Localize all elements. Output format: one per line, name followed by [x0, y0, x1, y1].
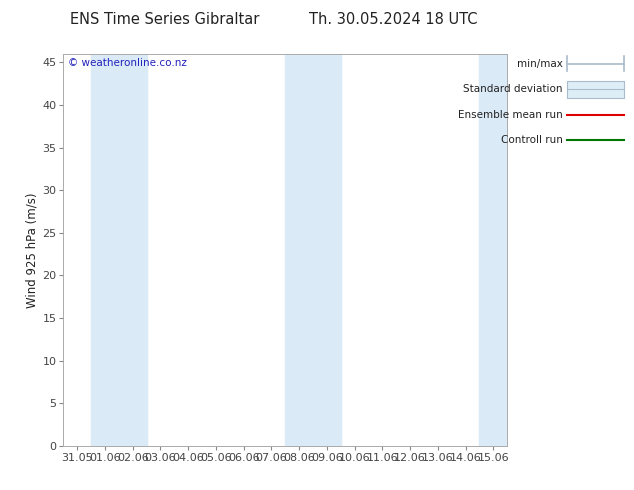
Y-axis label: Wind 925 hPa (m/s): Wind 925 hPa (m/s): [25, 192, 38, 308]
Bar: [91, 54, 146, 446]
Text: Ensemble mean run: Ensemble mean run: [458, 110, 563, 120]
Text: Th. 30.05.2024 18 UTC: Th. 30.05.2024 18 UTC: [309, 12, 477, 27]
Bar: [285, 54, 341, 446]
Text: Controll run: Controll run: [501, 135, 563, 145]
Bar: [479, 54, 507, 446]
Text: min/max: min/max: [517, 59, 563, 69]
Text: ENS Time Series Gibraltar: ENS Time Series Gibraltar: [70, 12, 259, 27]
Text: © weatheronline.co.nz: © weatheronline.co.nz: [68, 58, 187, 68]
Text: Standard deviation: Standard deviation: [463, 84, 563, 94]
